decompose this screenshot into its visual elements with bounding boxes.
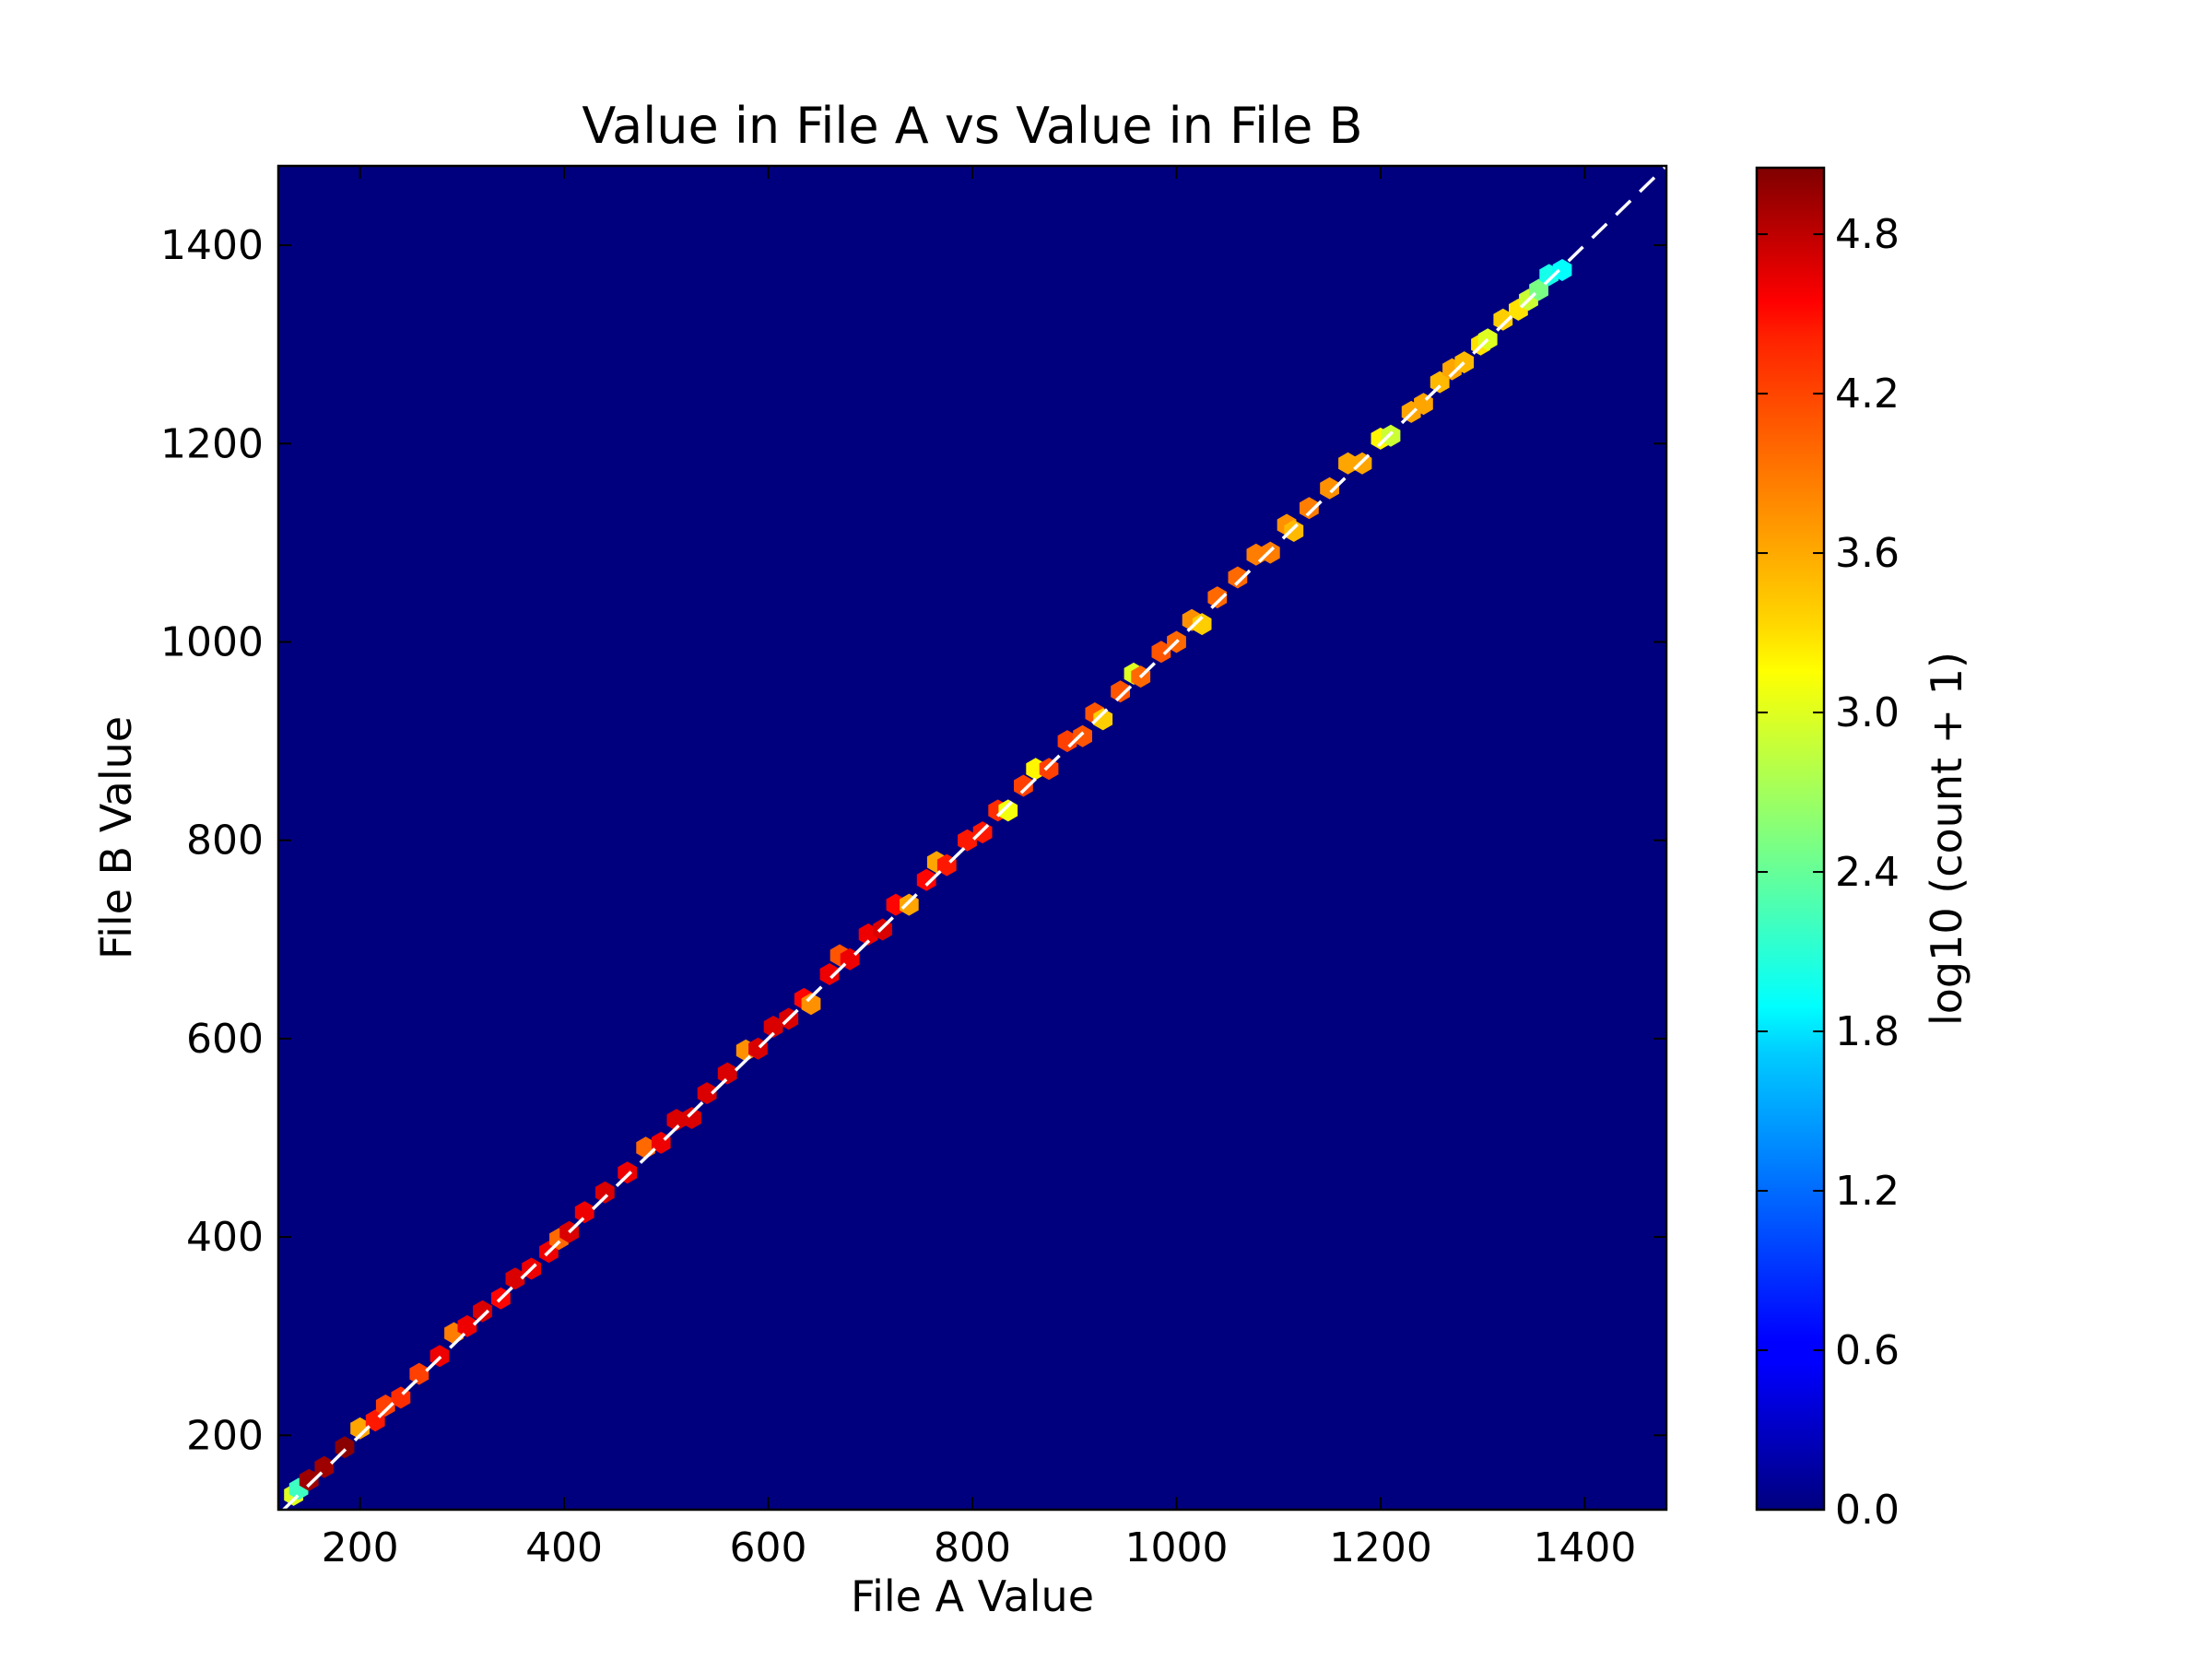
colorbar-tick-label: 1.2 <box>1835 1168 1900 1215</box>
x-tick-label: 200 <box>322 1524 399 1571</box>
x-axis-ticks: 200 400 600 800 1000 1200 1400 <box>322 166 1636 1571</box>
hexbin-cell <box>666 1109 687 1132</box>
x-tick-label: 1200 <box>1329 1524 1432 1571</box>
hexbin-cell <box>1552 259 1572 281</box>
hexbin-cell <box>409 1362 429 1385</box>
colorbar-tick-label: 0.0 <box>1835 1487 1900 1534</box>
y-tick-label: 1000 <box>160 618 264 665</box>
colorbar-tick-label: 1.8 <box>1835 1008 1900 1055</box>
hexbin-cell <box>717 1062 737 1085</box>
hexbin-cell <box>801 993 821 1016</box>
hexbin-cell <box>1207 586 1228 609</box>
hexbin-cell <box>1073 724 1092 747</box>
y-tick-label: 800 <box>186 818 264 865</box>
x-axis-label: File A Value <box>851 1571 1094 1621</box>
plot-area: 200 400 600 800 1000 1200 1400 200 400 600 800 100… <box>160 164 1668 1571</box>
hexbin-cell <box>1430 371 1450 394</box>
colorbar-tick-label: 0.6 <box>1835 1327 1900 1374</box>
hexbin-cell <box>574 1201 594 1224</box>
colorbar-label: log10 (count + 1) <box>1922 652 1971 1026</box>
hexbin-cell <box>1093 708 1113 731</box>
colorbar-tick-label: 2.4 <box>1835 849 1900 896</box>
x-tick-label: 400 <box>525 1524 603 1571</box>
y-tick-label: 200 <box>186 1412 264 1459</box>
hexbin-cell <box>958 829 977 852</box>
hexbin-cell <box>1320 477 1339 500</box>
hexbin-cell <box>916 868 936 891</box>
hexbin-cell <box>375 1394 395 1417</box>
colorbar-gradient <box>1755 166 1826 1512</box>
x-tick-label: 600 <box>730 1524 807 1571</box>
colorbar-tick-label: 4.8 <box>1835 211 1900 258</box>
hexbin-cell <box>763 1016 783 1038</box>
hexbin-cell <box>1192 613 1212 636</box>
colorbar: 0.0 0.6 1.2 1.8 2.4 3.0 3.6 4.2 4.8 <box>1755 166 1900 1534</box>
hexbin-cell <box>1493 308 1513 331</box>
x-tick-label: 1400 <box>1533 1524 1636 1571</box>
x-tick-label: 1000 <box>1124 1524 1228 1571</box>
y-axis-label: File B Value <box>91 716 141 959</box>
hexbin-cell <box>1057 730 1077 753</box>
hexbin-cell <box>1284 520 1304 542</box>
hexbin-cell <box>350 1417 370 1440</box>
hexbin-cell <box>299 1468 319 1491</box>
hexbin-cell <box>1228 566 1248 589</box>
x-tick-label: 800 <box>934 1524 1011 1571</box>
identity-reference-line <box>282 164 1668 1512</box>
colorbar-tick-label: 3.0 <box>1835 689 1900 736</box>
colorbar-tick-label: 4.2 <box>1835 371 1900 418</box>
y-axis-ticks: 200 400 600 800 1000 1200 1400 <box>160 222 1666 1459</box>
chart-title: Value in File A vs Value in File B <box>582 97 1362 155</box>
hexbin-cell <box>697 1082 717 1105</box>
hexbin-cell <box>998 799 1018 822</box>
hexbin-cell <box>473 1300 492 1323</box>
hexbin-cell <box>505 1267 525 1290</box>
hexbin-cell <box>457 1314 477 1337</box>
y-tick-label: 600 <box>186 1016 264 1063</box>
colorbar-tick-label: 3.6 <box>1835 530 1900 577</box>
y-tick-label: 1400 <box>160 222 264 269</box>
hexbin-cell <box>595 1181 615 1204</box>
hexbin-cell <box>1300 497 1319 520</box>
hexbin-cell <box>1151 641 1171 664</box>
hexbin-cell <box>682 1107 701 1129</box>
y-tick-label: 1200 <box>160 420 264 467</box>
hexbin-cell <box>1014 774 1033 797</box>
colorbar-ticks: 0.0 0.6 1.2 1.8 2.4 3.0 3.6 4.2 4.8 <box>1757 211 1900 1534</box>
hexbin-cell <box>1111 680 1130 703</box>
y-tick-label: 400 <box>186 1214 264 1261</box>
hexbin-cell <box>819 963 840 985</box>
